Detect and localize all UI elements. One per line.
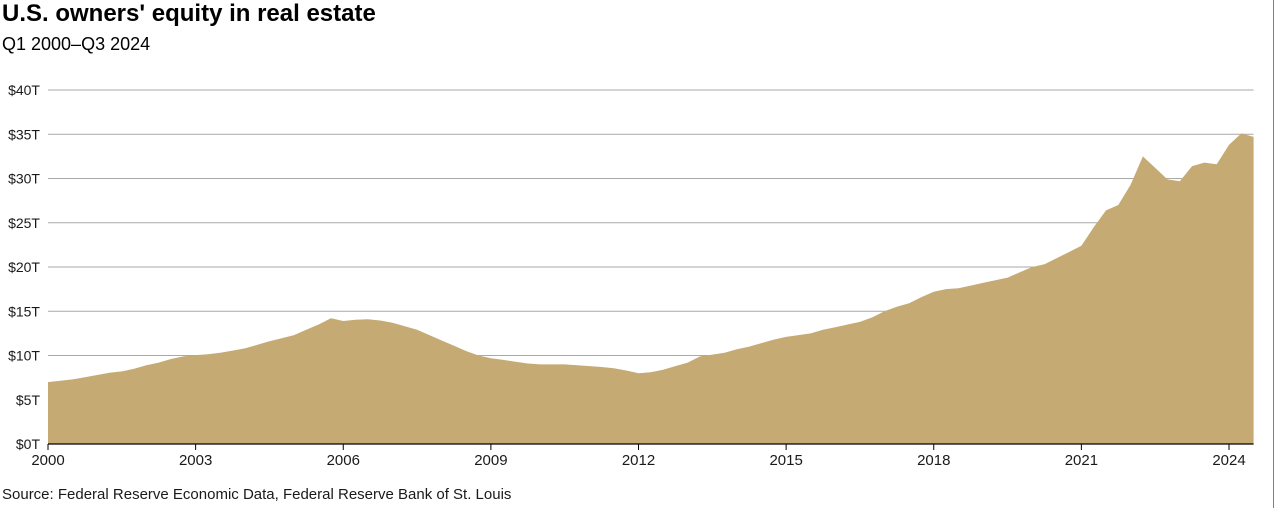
y-tick-label: $15T [8, 303, 40, 319]
x-tick-label: 2018 [917, 452, 950, 469]
right-divider-line [1273, 0, 1274, 508]
y-tick-label: $10T [8, 348, 40, 364]
x-tick-label: 2015 [769, 452, 802, 469]
source-note: Source: Federal Reserve Economic Data, F… [2, 486, 512, 503]
chart-subtitle: Q1 2000–Q3 2024 [2, 34, 151, 54]
x-tick-label: 2024 [1212, 452, 1245, 469]
y-tick-label: $35T [8, 126, 40, 142]
x-tick-label: 2021 [1065, 452, 1098, 469]
y-tick-label: $30T [8, 171, 40, 187]
y-tick-label: $25T [8, 215, 40, 231]
x-tick-label: 2003 [179, 452, 212, 469]
y-tick-label: $20T [8, 259, 40, 275]
equity-area-series [48, 133, 1254, 444]
x-tick-label: 2000 [31, 452, 64, 469]
chart-title: U.S. owners' equity in real estate [2, 0, 376, 27]
x-tick-label: 2012 [622, 452, 655, 469]
y-tick-label: $40T [8, 82, 40, 98]
x-tick-label: 2009 [474, 452, 507, 469]
y-tick-label: $5T [16, 392, 41, 408]
y-tick-label: $0T [16, 436, 41, 452]
x-tick-label: 2006 [327, 452, 360, 469]
